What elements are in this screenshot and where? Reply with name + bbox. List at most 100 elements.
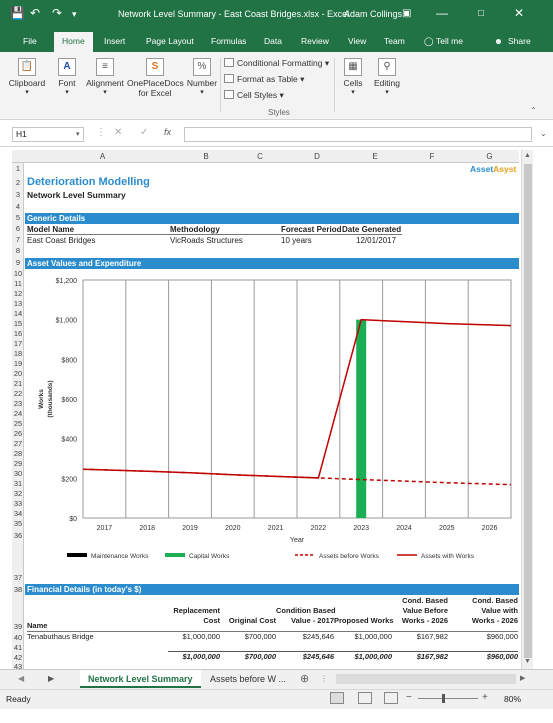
scroll-up-icon[interactable]: ▲	[524, 152, 531, 159]
row-header[interactable]: 30	[13, 469, 23, 478]
row-header[interactable]: 43	[13, 662, 23, 671]
row-header[interactable]: 12	[13, 289, 23, 298]
methodology-value[interactable]: VicRoads Structures	[170, 236, 243, 245]
editing-button[interactable]: ⚲ Editing ▾	[370, 58, 404, 96]
formula-input[interactable]	[184, 127, 532, 142]
format-as-table-button[interactable]: Format as Table ▾	[224, 74, 304, 85]
sheet-tab-assets-before-works[interactable]: Assets before W ...	[210, 674, 287, 684]
tell-me-box[interactable]: Tell me	[436, 36, 463, 46]
row-header[interactable]: 35	[13, 519, 23, 528]
conditional-formatting-button[interactable]: Conditional Formatting ▾	[224, 58, 329, 69]
row-header[interactable]: 36	[13, 531, 23, 540]
column-header-a[interactable]: A	[99, 152, 106, 161]
row-header[interactable]: 3	[15, 190, 21, 199]
row-header[interactable]: 9	[15, 258, 21, 267]
customize-qat-icon[interactable]: ▾	[72, 9, 77, 19]
asset-values-chart[interactable]: $0 $200 $400 $600 $800 $1,000 $1,200 2017 2018 20…	[25, 270, 519, 572]
tab-formulas[interactable]: Formulas	[211, 36, 247, 46]
cells-button[interactable]: ▦ Cells ▾	[338, 58, 368, 96]
row-header[interactable]: 32	[13, 489, 23, 498]
column-header-c[interactable]: C	[257, 152, 263, 161]
fin-total-proposed[interactable]: $1,000,000	[354, 652, 392, 661]
fin-row-replacement[interactable]: $1,000,000	[182, 632, 220, 641]
tab-team[interactable]: Team	[384, 36, 405, 46]
tab-insert[interactable]: Insert	[104, 36, 126, 46]
scroll-right-icon[interactable]: ▶	[520, 675, 526, 682]
row-header[interactable]: 27	[13, 439, 23, 448]
minimize-icon[interactable]: —	[436, 6, 448, 20]
tab-review[interactable]: Review	[301, 36, 329, 46]
fin-total-condition[interactable]: $245,646	[302, 652, 334, 661]
row-header[interactable]: 1	[15, 164, 21, 173]
column-header-f[interactable]: F	[429, 152, 435, 161]
fin-row-name[interactable]: Tenabuthaus Bridge	[27, 632, 94, 641]
insert-function-icon[interactable]: fx	[164, 127, 172, 137]
scroll-right-icon[interactable]: ▶	[48, 674, 55, 683]
redo-icon[interactable]: ↷	[52, 6, 63, 20]
oneplacedocs-button[interactable]: S OnePlaceDocs for Excel	[127, 58, 184, 98]
row-header[interactable]: 33	[13, 499, 23, 508]
name-box[interactable]: H1	[12, 127, 84, 142]
row-header[interactable]: 20	[13, 369, 23, 378]
row-header[interactable]: 25	[13, 419, 23, 428]
fin-total-with[interactable]: $960,000	[486, 652, 518, 661]
row-header[interactable]: 10	[13, 269, 23, 278]
row-header[interactable]: 26	[13, 429, 23, 438]
row-header[interactable]: 38	[13, 585, 23, 594]
row-header[interactable]: 41	[13, 643, 23, 652]
sheet-tab-network-level-summary[interactable]: Network Level Summary	[80, 670, 201, 688]
row-header[interactable]: 2	[15, 178, 21, 187]
fin-row-with[interactable]: $960,000	[486, 632, 518, 641]
zoom-level[interactable]: 80%	[504, 694, 522, 704]
column-header-b[interactable]: B	[203, 152, 209, 161]
fin-row-proposed[interactable]: $1,000,000	[354, 632, 392, 641]
horizontal-scrollbar[interactable]	[336, 674, 516, 684]
row-header[interactable]: 28	[13, 449, 23, 458]
fin-total-replacement[interactable]: $1,000,000	[182, 652, 220, 661]
cell-styles-button[interactable]: Cell Styles ▾	[224, 90, 284, 101]
row-header[interactable]: 31	[13, 479, 23, 488]
tab-home[interactable]: Home	[54, 32, 93, 52]
row-header[interactable]: 19	[13, 359, 23, 368]
ribbon-display-options-icon[interactable]: ▣	[402, 8, 412, 19]
share-button[interactable]: Share	[508, 36, 531, 46]
row-header[interactable]: 21	[13, 379, 23, 388]
fin-row-before[interactable]: $167,982	[416, 632, 448, 641]
row-header[interactable]: 13	[13, 299, 23, 308]
number-button[interactable]: % Number ▾	[186, 58, 218, 96]
page-break-view-icon[interactable]	[384, 692, 398, 704]
save-icon[interactable]: 💾	[10, 6, 25, 20]
fin-row-original[interactable]: $700,000	[244, 632, 276, 641]
row-header[interactable]: 29	[13, 459, 23, 468]
row-header[interactable]: 14	[13, 309, 23, 318]
column-header-e[interactable]: E	[372, 152, 378, 161]
user-name[interactable]: Adam Collings	[344, 9, 403, 19]
page-layout-view-icon[interactable]	[358, 692, 372, 704]
fin-total-original[interactable]: $700,000	[244, 652, 276, 661]
undo-icon[interactable]: ↶	[30, 6, 41, 20]
add-sheet-icon[interactable]: ⊕	[300, 673, 310, 685]
collapse-ribbon-icon[interactable]: ⌃	[530, 106, 537, 115]
row-header[interactable]: 15	[13, 319, 23, 328]
row-header[interactable]: 34	[13, 509, 23, 518]
scrollbar-thumb[interactable]	[524, 164, 532, 658]
row-header[interactable]: 40	[13, 633, 23, 642]
row-header[interactable]: 7	[15, 235, 21, 244]
zoom-slider[interactable]	[418, 698, 478, 699]
row-header[interactable]: 17	[13, 339, 23, 348]
row-header[interactable]: 23	[13, 399, 23, 408]
fin-row-condition[interactable]: $245,646	[302, 632, 334, 641]
cancel-icon[interactable]: ✕	[114, 127, 123, 138]
model-name-value[interactable]: East Coast Bridges	[27, 236, 96, 245]
date-generated-value[interactable]: 12/01/2017	[356, 236, 397, 245]
column-header-g[interactable]: G	[486, 152, 493, 161]
vertical-scrollbar[interactable]: ▲ ▼	[521, 150, 533, 670]
row-header[interactable]: 39	[13, 622, 23, 631]
forecast-period-value[interactable]: 10 years	[281, 236, 312, 245]
row-header[interactable]: 16	[13, 329, 23, 338]
fin-total-before[interactable]: $167,982	[416, 652, 448, 661]
row-header[interactable]: 11	[14, 279, 22, 288]
column-header-d[interactable]: D	[314, 152, 320, 161]
normal-view-icon[interactable]	[330, 692, 344, 704]
scroll-down-icon[interactable]: ▼	[524, 658, 531, 665]
